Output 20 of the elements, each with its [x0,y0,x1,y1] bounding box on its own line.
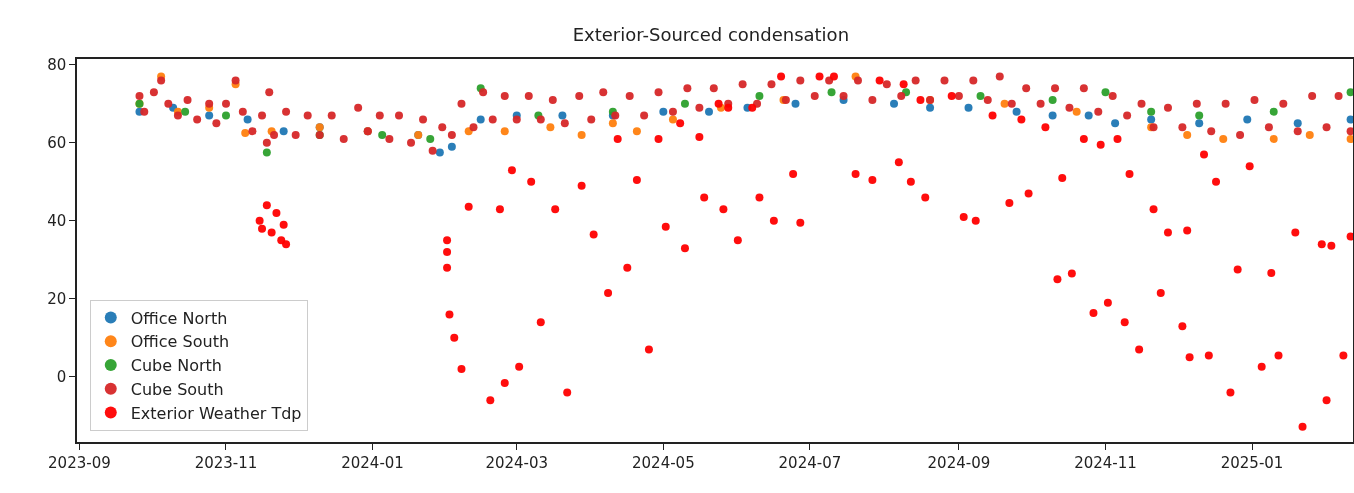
y-tick-label: 20 [47,290,67,309]
x-tick-label: 2025-01 [1220,453,1284,472]
x-tick-label: 2023-11 [194,453,258,472]
x-tick-label: 2024-03 [485,453,549,472]
x-tick-label: 2023-09 [48,453,111,472]
x-tick-label: 2024-09 [927,453,991,472]
y-tick-label: 0 [56,368,67,387]
x-tick-label: 2024-01 [341,453,404,472]
y-tick-label: 40 [47,212,67,231]
y-tick-label: 60 [47,134,67,153]
x-tick-label: 2024-05 [632,453,695,472]
chart-title: Exterior-Sourced condensation [572,23,850,45]
legend-label: Cube South [130,380,224,400]
legend-label: Cube North [130,356,222,376]
y-tick-label: 80 [47,56,67,75]
legend-label: Exterior Weather Tdp [130,403,302,423]
x-tick-label: 2024-11 [1074,453,1137,472]
x-tick-label: 2024-07 [778,453,842,472]
legend-label: Office North [130,308,228,328]
legend-label: Office South [130,332,230,352]
